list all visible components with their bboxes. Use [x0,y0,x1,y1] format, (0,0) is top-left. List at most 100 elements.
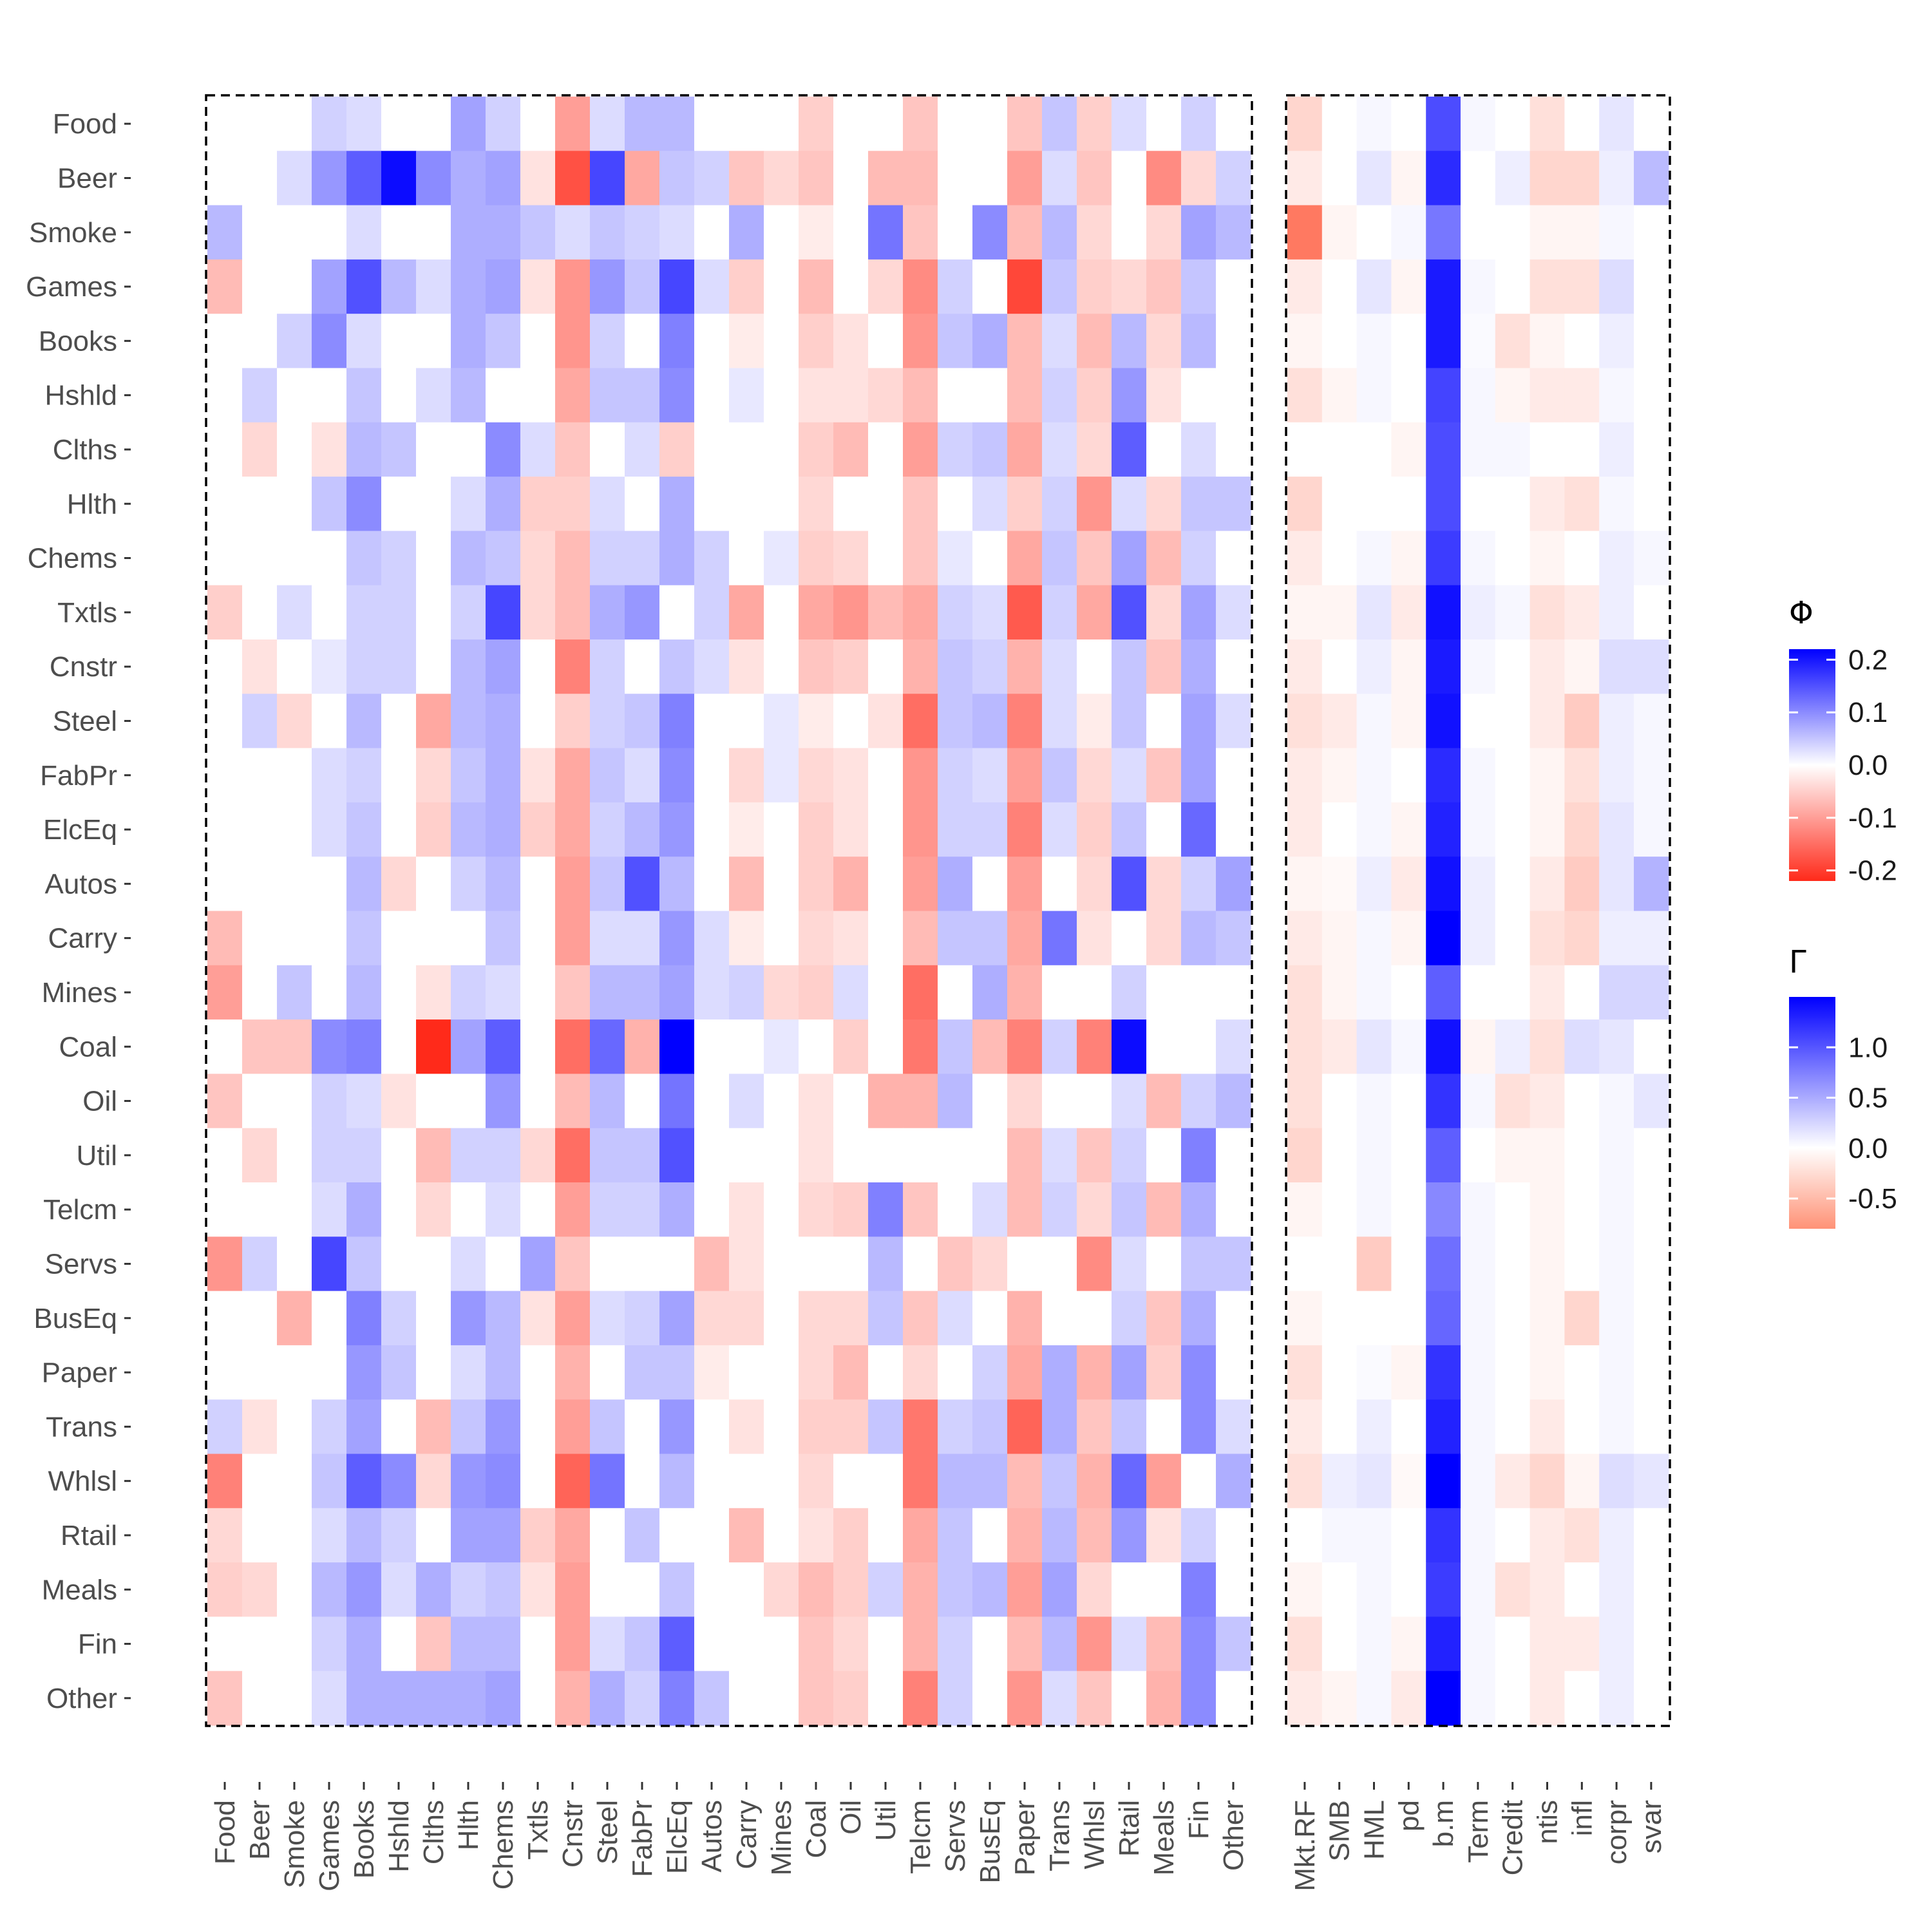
phi-cell-Food-Meals [1146,97,1182,151]
gamma-cell-Paper-pd [1391,1345,1426,1400]
phi-legend-label: 0.0 [1848,750,1888,781]
gamma-cell-Trans-SMB [1321,1399,1358,1455]
phi-cell-Paper-Rtail [1112,1345,1147,1400]
phi-cell-Books-Books [346,314,382,369]
phi-cell-Trans-Food [207,1399,243,1455]
phi-cell-BusEq-Autos [694,1291,730,1346]
phi-cell-Beer-Txtls [520,151,556,206]
phi-cell-Autos-Oil [833,857,869,912]
gamma-cell-Other-svar [1634,1671,1669,1726]
phi-cell-Food-Games [312,97,347,151]
phi-cell-Paper-Books [346,1345,382,1400]
phi-cell-Hshld-Smoke [277,368,312,423]
phi-cell-Cnstr-ElcEq [659,639,695,694]
gamma-cell-Beer-ntis [1530,151,1565,206]
phi-cell-Books-Mines [764,314,799,369]
phi-cell-Autos-Beer [242,857,278,912]
gamma-cell-FabPr-pd [1391,748,1426,803]
phi-cell-Telcm-Cnstr [555,1182,591,1237]
phi-cell-Chems-Other [1216,531,1251,586]
phi-cell-ElcEq-Autos [694,802,730,857]
phi-cell-Servs-Cnstr [555,1236,591,1292]
phi-cell-Steel-Rtail [1112,694,1147,749]
phi-cell-Food-Cnstr [555,97,591,151]
phi-cell-Clths-Whlsl [1077,422,1112,477]
gamma-cell-Servs-Term [1461,1236,1496,1292]
phi-cell-Chems-Hshld [381,531,417,586]
phi-cell-Fin-Rtail [1112,1616,1147,1672]
gamma-cell-Meals-corpr [1599,1562,1634,1617]
phi-cell-Telcm-ElcEq [659,1182,695,1237]
phi-cell-Smoke-Games [312,205,347,260]
gamma-cell-Other-Term [1461,1671,1496,1726]
gamma-cell-Util-b.m [1426,1128,1461,1183]
gamma-cell-Util-ntis [1530,1128,1565,1183]
phi-cell-Food-Autos [694,97,730,151]
phi-cell-Carry-Autos [694,911,730,966]
phi-cell-Coal-Txtls [520,1019,556,1074]
phi-cell-Chems-Util [868,531,904,586]
phi-cell-Food-Beer [242,97,278,151]
phi-cell-Food-Servs [938,97,973,151]
phi-cell-Carry-Servs [938,911,973,966]
phi-legend-label: 0.1 [1848,697,1888,728]
phi-cell-Games-Hlth [451,259,486,314]
phi-cell-Trans-Steel [590,1399,625,1455]
phi-cell-Util-Food [207,1128,243,1183]
phi-cell-Autos-Rtail [1112,857,1147,912]
phi-cell-Books-Steel [590,314,625,369]
gamma-cell-Chems-SMB [1321,531,1358,586]
phi-cell-Coal-Trans [1042,1019,1077,1074]
phi-cell-Autos-Fin [1181,857,1217,912]
phi-cell-Beer-Meals [1146,151,1182,206]
gamma-cell-Autos-corpr [1599,857,1634,912]
phi-cell-Hshld-Hshld [381,368,417,423]
gamma-cell-Smoke-pd [1391,205,1426,260]
phi-cell-Servs-Oil [833,1236,869,1292]
phi-cell-Txtls-Steel [590,585,625,640]
gamma-cell-Mines-corpr [1599,965,1634,1020]
phi-cell-Coal-Chems [486,1019,521,1074]
gamma-cell-Hshld-svar [1634,368,1669,423]
gamma-cell-Util-SMB [1321,1128,1358,1183]
phi-cell-Mines-Servs [938,965,973,1020]
gamma-cell-Games-corpr [1599,259,1634,314]
phi-cell-Util-Beer [242,1128,278,1183]
phi-cell-Oil-Food [207,1074,243,1129]
gamma-cell-Mines-b.m [1426,965,1461,1020]
phi-cell-Smoke-Coal [799,205,834,260]
gamma-cell-Hshld-SMB [1321,368,1358,423]
phi-cell-Hlth-Mines [764,477,799,531]
gamma-cell-Hlth-Term [1461,477,1496,531]
gamma-cell-FabPr-ntis [1530,748,1565,803]
phi-cell-Cnstr-Chems [486,639,521,694]
gamma-cell-Whlsl-ntis [1530,1454,1565,1509]
phi-column-label-Smoke: Smoke [279,1800,310,1888]
phi-cell-Smoke-Hshld [381,205,417,260]
gamma-cell-Oil-Mkt.RF [1287,1074,1323,1129]
gamma-cell-Steel-SMB [1321,694,1358,749]
gamma-cell-Books-Credit [1495,314,1531,369]
phi-cell-FabPr-Autos [694,748,730,803]
phi-cell-Mines-Util [868,965,904,1020]
gamma-cell-Books-svar [1634,314,1669,369]
gamma-column-label-Mkt.RF: Mkt.RF [1289,1800,1321,1891]
phi-cell-Whlsl-Books [346,1454,382,1509]
gamma-cell-Servs-Mkt.RF [1287,1236,1323,1292]
row-label-FabPr: FabPr [40,760,117,791]
phi-cell-Clths-Util [868,422,904,477]
phi-cell-Trans-Oil [833,1399,869,1455]
phi-cell-Food-BusEq [972,97,1008,151]
phi-cell-Meals-Mines [764,1562,799,1617]
phi-cell-Rtail-FabPr [625,1508,660,1563]
gamma-column-label-Credit: Credit [1497,1800,1529,1875]
phi-cell-Txtls-Autos [694,585,730,640]
phi-cell-Telcm-Telcm [903,1182,938,1237]
phi-cell-Servs-Smoke [277,1236,312,1292]
phi-cell-Chems-Chems [486,531,521,586]
gamma-cell-Meals-Credit [1495,1562,1531,1617]
phi-cell-Rtail-Meals [1146,1508,1182,1563]
phi-cell-Steel-Oil [833,694,869,749]
phi-cell-Paper-Servs [938,1345,973,1400]
phi-cell-Clths-Hlth [451,422,486,477]
